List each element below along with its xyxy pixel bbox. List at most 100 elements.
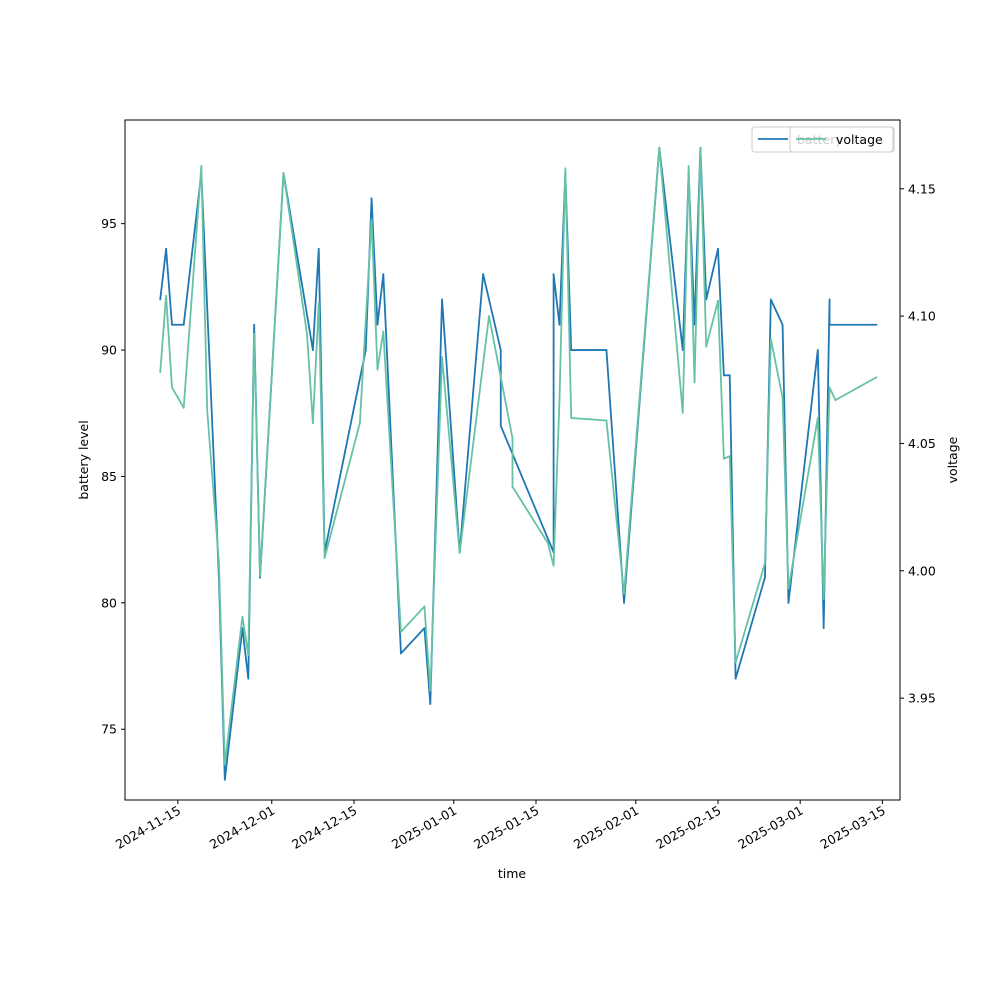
battery-point <box>764 576 766 579</box>
voltage-point <box>282 172 285 175</box>
voltage-point <box>223 763 226 766</box>
left-y-tick-label: 75 <box>101 722 117 737</box>
battery-point <box>247 677 250 680</box>
battery-point <box>317 248 320 250</box>
battery-point <box>875 323 878 326</box>
voltage-point <box>400 631 402 633</box>
voltage-point <box>317 302 320 305</box>
battery-point <box>623 601 625 604</box>
plot-frame <box>124 119 901 801</box>
battery-point <box>441 298 443 301</box>
voltage-point <box>734 661 737 664</box>
battery-point <box>482 273 485 276</box>
battery-point <box>717 248 719 250</box>
battery-point <box>382 273 385 276</box>
battery-point <box>376 323 379 326</box>
battery-point <box>165 248 168 250</box>
right-y-tick-label: 4.05 <box>908 436 936 451</box>
voltage-point <box>816 417 819 419</box>
voltage-point <box>253 333 256 335</box>
battery-point <box>552 273 555 276</box>
voltage-point <box>423 605 426 608</box>
voltage-point <box>552 564 555 567</box>
battery-point <box>705 298 708 301</box>
voltage-point <box>370 218 373 221</box>
voltage-point <box>717 299 719 302</box>
left-y-tick-label: 90 <box>101 343 117 358</box>
battery-point <box>781 323 784 326</box>
battery-point <box>259 576 261 579</box>
battery-point <box>499 424 502 427</box>
voltage-point <box>429 689 432 692</box>
voltage-point <box>218 562 220 565</box>
battery-point <box>311 349 314 351</box>
voltage-point <box>822 597 825 600</box>
voltage-point <box>699 147 702 149</box>
voltage-point <box>558 399 561 402</box>
battery-point <box>400 652 402 655</box>
voltage-point <box>206 409 209 412</box>
left-y-tick-label: 95 <box>101 216 117 231</box>
voltage-point <box>241 615 244 618</box>
right-y-axis: 3.95 4.00 4.05 4.10 4.15 <box>900 181 936 706</box>
voltage-point <box>564 167 567 170</box>
battery-point <box>159 298 162 301</box>
left-y-tick-label: 80 <box>101 595 117 610</box>
battery-point <box>253 323 256 326</box>
voltage-point <box>311 422 314 424</box>
voltage-point <box>441 355 443 358</box>
right-y-axis-label: voltage <box>945 436 960 483</box>
voltage-point <box>488 315 490 317</box>
voltage-point <box>570 417 573 419</box>
battery-point <box>728 374 731 377</box>
voltage-point <box>769 338 772 340</box>
voltage-point <box>511 485 514 488</box>
battery-point <box>182 323 185 326</box>
x-axis-label: time <box>498 866 527 881</box>
voltage-point <box>306 333 308 335</box>
voltage-point <box>787 587 790 590</box>
voltage-point <box>171 386 173 389</box>
voltage-point <box>834 399 837 402</box>
voltage-point <box>511 437 514 440</box>
voltage-point <box>781 396 784 399</box>
battery-point <box>423 627 426 629</box>
battery-point <box>570 349 573 351</box>
battery-point <box>816 349 819 351</box>
battery-point <box>734 677 737 680</box>
voltage-point <box>728 455 731 458</box>
legend-voltage: voltage <box>789 126 894 153</box>
right-y-tick-label: 4.00 <box>908 563 936 578</box>
voltage-series <box>159 147 878 766</box>
voltage-point <box>828 386 831 389</box>
voltage-point <box>875 376 878 379</box>
voltage-point <box>182 406 185 409</box>
battery-point <box>364 349 367 351</box>
voltage-point <box>605 419 608 422</box>
voltage-point <box>247 653 250 656</box>
voltage-point <box>546 541 549 544</box>
voltage-point <box>200 164 203 167</box>
battery-point <box>681 349 684 351</box>
battery-point <box>499 349 502 351</box>
legend-voltage-label: voltage <box>836 132 883 147</box>
voltage-point <box>693 381 696 384</box>
battery-point <box>787 601 790 604</box>
voltage-point <box>259 574 261 577</box>
voltage-point <box>764 562 766 565</box>
battery-point <box>223 778 226 781</box>
voltage-point <box>705 345 708 348</box>
battery-point <box>822 627 825 629</box>
right-y-tick-label: 4.10 <box>908 309 936 324</box>
battery-point <box>769 298 772 301</box>
voltage-point <box>623 592 625 595</box>
voltage-point <box>165 294 168 297</box>
voltage-point <box>159 371 162 374</box>
voltage-point <box>382 330 385 333</box>
left-y-axis-label: battery level <box>76 420 91 499</box>
right-y-tick-label: 4.15 <box>908 181 936 196</box>
right-y-tick-label: 3.95 <box>908 691 936 706</box>
battery-point <box>828 298 831 301</box>
battery-point <box>370 197 373 200</box>
